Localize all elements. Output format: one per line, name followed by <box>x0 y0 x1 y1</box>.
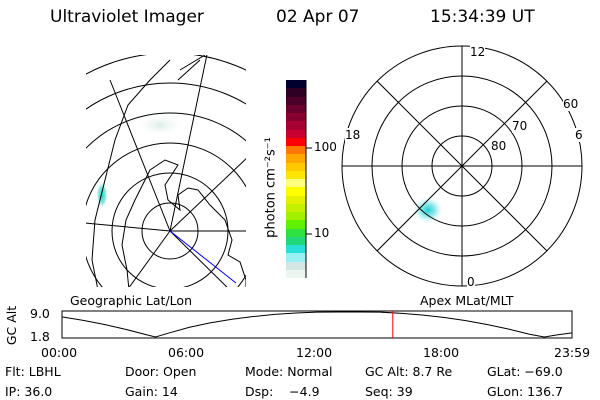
altitude-ytick-min: 1.8 <box>30 329 50 344</box>
colorbar-segment <box>286 146 306 155</box>
altitude-curve <box>61 311 573 338</box>
colorbar-segment <box>286 162 306 171</box>
mlt-label-0: 0 <box>467 275 475 289</box>
colorbar-segment <box>286 269 306 278</box>
colorbar-tick-100: 100 <box>314 140 337 154</box>
mlt-label-18: 18 <box>345 128 361 142</box>
gc-alt-status: GC Alt: 8.7 Re <box>365 364 453 379</box>
lat-label-70: 70 <box>512 119 528 133</box>
colorbar-tick-10: 10 <box>314 226 330 240</box>
altitude-ytick-max: 9.0 <box>30 306 50 321</box>
x-tick: 06:00 <box>168 345 205 360</box>
door-status: Door: Open <box>125 364 197 379</box>
colorbar-segment <box>286 236 306 245</box>
aurora-spot <box>412 196 444 224</box>
gain-status: Gain: 14 <box>125 384 178 399</box>
date-label: 02 Apr 07 <box>276 7 360 27</box>
apex-label: Apex MLat/MLT <box>420 293 514 308</box>
ip-status: IP: 36.0 <box>5 384 53 399</box>
glon-status: GLon: 136.7 <box>487 384 563 399</box>
mlt-label-12: 12 <box>470 45 486 59</box>
geographic-label: Geographic Lat/Lon <box>70 293 192 308</box>
colorbar-segment <box>286 137 306 146</box>
seq-status: Seq: 39 <box>365 384 413 399</box>
colorbar-segment <box>286 154 306 163</box>
colorbar-segment <box>286 187 306 196</box>
colorbar-segment <box>286 170 306 179</box>
colorbar-segment <box>286 179 306 188</box>
mode-status: Mode: Normal <box>245 364 333 379</box>
colorbar-segment <box>286 261 306 270</box>
colorbar-segment <box>286 88 306 97</box>
mlt-label-6: 6 <box>575 128 583 142</box>
filter-status: Flt: LBHL <box>5 364 61 379</box>
x-tick: 12:00 <box>296 345 333 360</box>
glat-status: GLat: −69.0 <box>487 364 563 379</box>
colorbar-segment <box>286 80 306 89</box>
colorbar-segment <box>286 104 306 113</box>
colorbar-segment <box>286 228 306 237</box>
colorbar-segment <box>286 220 306 229</box>
colorbar-segment <box>286 121 306 130</box>
colorbar-segment <box>286 203 306 212</box>
colorbar-segment <box>286 96 306 105</box>
colorbar-segment <box>286 212 306 221</box>
colorbar-segment <box>286 253 306 262</box>
lat-label-80: 80 <box>491 139 507 153</box>
x-tick: 00:00 <box>41 345 78 360</box>
colorbar <box>286 80 306 278</box>
dsp-status: Dsp: −4.9 <box>245 384 320 399</box>
lat-label-60: 60 <box>563 97 579 111</box>
x-tick: 23:59 <box>554 345 591 360</box>
colorbar-segment <box>286 245 306 254</box>
colorbar-segment <box>286 195 306 204</box>
x-tick: 18:00 <box>423 345 460 360</box>
colorbar-segment <box>286 113 306 122</box>
colorbar-segment <box>286 129 306 138</box>
instrument-title: Ultraviolet Imager <box>50 7 204 27</box>
time-label: 15:34:39 UT <box>430 7 535 27</box>
